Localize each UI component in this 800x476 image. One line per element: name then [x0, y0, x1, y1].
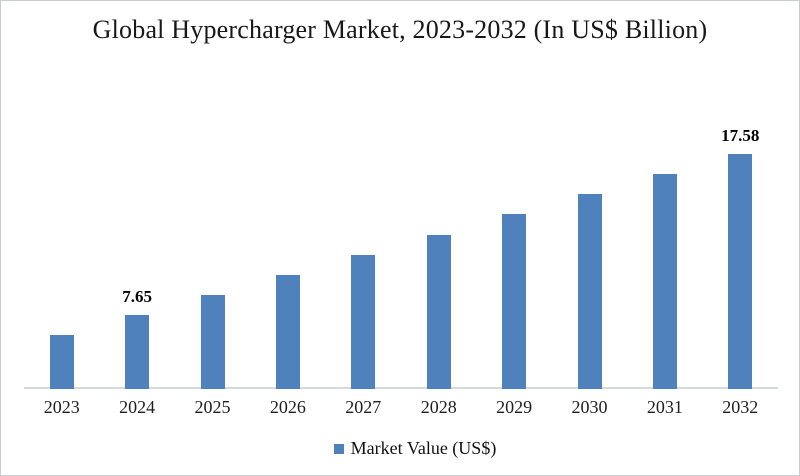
x-axis-tick-label: 2026 [269, 397, 306, 417]
bar [49, 335, 74, 389]
chart-title: Global Hypercharger Market, 2023-2032 (I… [92, 15, 708, 44]
bar [125, 315, 150, 389]
bar-value-label: 17.58 [721, 126, 760, 145]
x-axis-tick-label: 2032 [722, 397, 759, 417]
bar [200, 295, 225, 389]
bar [728, 154, 753, 389]
bar [577, 194, 602, 389]
x-axis-tick-label: 2023 [43, 397, 80, 417]
legend-swatch-icon [333, 443, 344, 454]
x-axis-tick-label: 2030 [571, 397, 608, 417]
x-axis-tick-label: 2029 [496, 397, 533, 417]
bar [502, 214, 527, 389]
x-axis-tick-label: 2031 [646, 397, 683, 417]
bar [652, 174, 677, 389]
bar-value-label: 7.65 [122, 287, 152, 306]
bar [275, 275, 300, 389]
legend: Market Value (US$) [1, 438, 799, 459]
x-axis-tick-label: 2024 [119, 397, 156, 417]
legend-label: Market Value (US$) [350, 438, 497, 458]
bar [351, 255, 376, 389]
x-axis-tick-label: 2028 [420, 397, 457, 417]
x-axis-tick-label: 2027 [345, 397, 382, 417]
x-axis: 2023 2024 2025 2026 2027 2028 2029 2030 2031 2032 [24, 397, 778, 421]
x-axis-line [24, 387, 778, 389]
plot-area: 7.65 17.58 [24, 107, 778, 389]
bar [426, 235, 451, 389]
x-axis-tick-label: 2025 [194, 397, 231, 417]
